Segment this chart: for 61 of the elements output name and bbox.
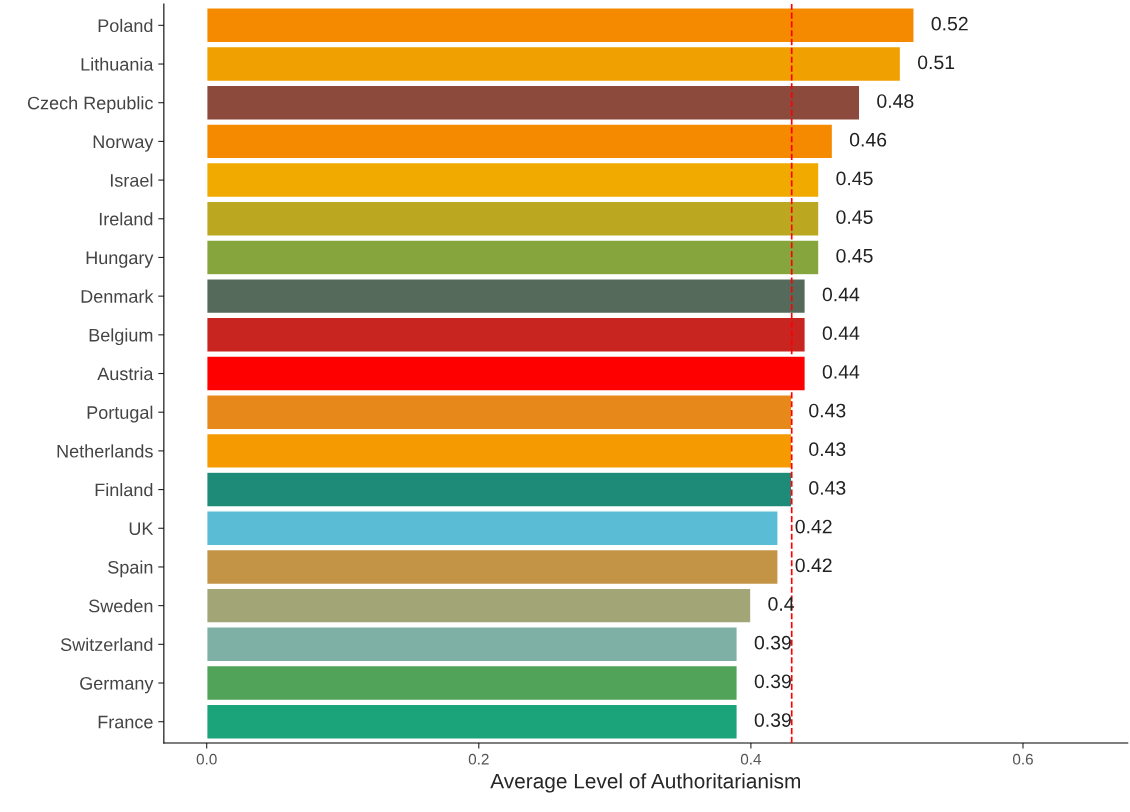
data-label: 0.43 — [809, 481, 846, 495]
y-tick-label: Netherlands — [57, 444, 153, 458]
x-tick-label: 0.6 — [1012, 753, 1033, 765]
y-tick-label: Ireland — [99, 212, 153, 226]
bar — [206, 278, 807, 315]
bar — [206, 200, 820, 237]
y-tick-label: Hungary — [86, 251, 154, 268]
bar — [206, 703, 738, 740]
bar — [206, 471, 793, 508]
y-tick-label: Poland — [98, 18, 153, 33]
bar — [206, 510, 779, 547]
bar — [206, 7, 915, 44]
data-label: 0.45 — [836, 248, 873, 263]
y-tick-label: Switzerland — [60, 637, 153, 652]
data-label: 0.44 — [822, 364, 860, 379]
data-label: 0.4 — [768, 597, 795, 611]
x-tick-label: 0.4 — [740, 753, 762, 765]
data-label: 0.51 — [917, 55, 955, 70]
data-label: 0.44 — [822, 287, 860, 302]
data-label: 0.43 — [809, 442, 846, 457]
y-tick-label: Israel — [110, 173, 153, 187]
y-tick-label: Sweden — [89, 599, 153, 613]
x-axis-title: Average Level of Authoritarianism — [490, 773, 801, 793]
y-tick-label: Finland — [95, 483, 153, 497]
y-tick-label: France — [98, 715, 153, 729]
y-tick-label: Denmark — [81, 289, 154, 303]
bar — [206, 548, 779, 586]
y-tick-label: UK — [129, 522, 154, 535]
y-tick-label: Norway — [93, 135, 154, 152]
y-tick-label: Lithuania — [81, 57, 154, 71]
bar — [206, 394, 793, 431]
bar — [206, 123, 834, 160]
data-label: 0.52 — [931, 16, 968, 31]
y-tick-label: Czech Republic — [27, 96, 153, 113]
y-tick-label: Belgium — [89, 328, 153, 346]
data-label: 0.44 — [822, 326, 860, 341]
bar — [206, 84, 861, 121]
bar — [206, 239, 820, 276]
x-tick-label: 0.0 — [196, 753, 217, 765]
data-label: 0.39 — [754, 674, 791, 689]
bar — [206, 316, 807, 353]
y-tick-label: Austria — [97, 366, 154, 381]
bar — [206, 161, 820, 199]
data-label: 0.45 — [836, 171, 873, 186]
y-tick-label: Spain — [108, 560, 153, 578]
data-label: 0.39 — [754, 635, 791, 650]
data-label: 0.46 — [849, 132, 887, 147]
bar — [206, 45, 902, 83]
bar — [206, 664, 738, 702]
y-tick-label: Germany — [80, 676, 154, 694]
data-label: 0.42 — [795, 519, 832, 534]
data-label: 0.42 — [795, 558, 832, 573]
y-tick-label: Portugal — [87, 405, 153, 423]
data-label: 0.48 — [877, 94, 914, 108]
data-label: 0.39 — [754, 713, 791, 727]
x-tick-label: 0.2 — [468, 753, 489, 765]
data-label: 0.43 — [809, 403, 846, 418]
bar — [206, 432, 793, 469]
bar — [206, 626, 738, 663]
data-label: 0.45 — [836, 210, 873, 224]
bar — [206, 587, 752, 624]
